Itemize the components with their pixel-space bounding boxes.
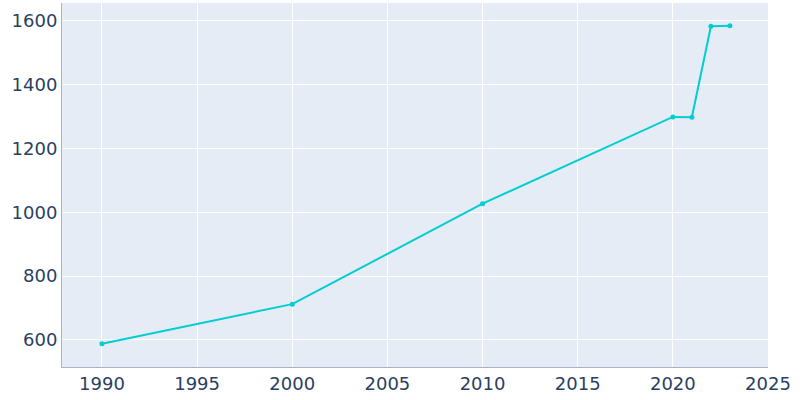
svg-text:1400: 1400: [12, 74, 58, 95]
svg-text:1990: 1990: [79, 373, 125, 394]
svg-text:1000: 1000: [12, 202, 58, 223]
svg-text:2025: 2025: [745, 373, 791, 394]
svg-text:2010: 2010: [460, 373, 506, 394]
svg-text:2005: 2005: [365, 373, 411, 394]
svg-text:600: 600: [23, 329, 57, 350]
svg-text:1995: 1995: [174, 373, 220, 394]
svg-text:1200: 1200: [12, 138, 58, 159]
svg-text:2000: 2000: [269, 373, 315, 394]
svg-text:1600: 1600: [12, 10, 58, 31]
svg-text:800: 800: [23, 265, 57, 286]
svg-text:2015: 2015: [555, 373, 601, 394]
svg-text:2020: 2020: [650, 373, 696, 394]
